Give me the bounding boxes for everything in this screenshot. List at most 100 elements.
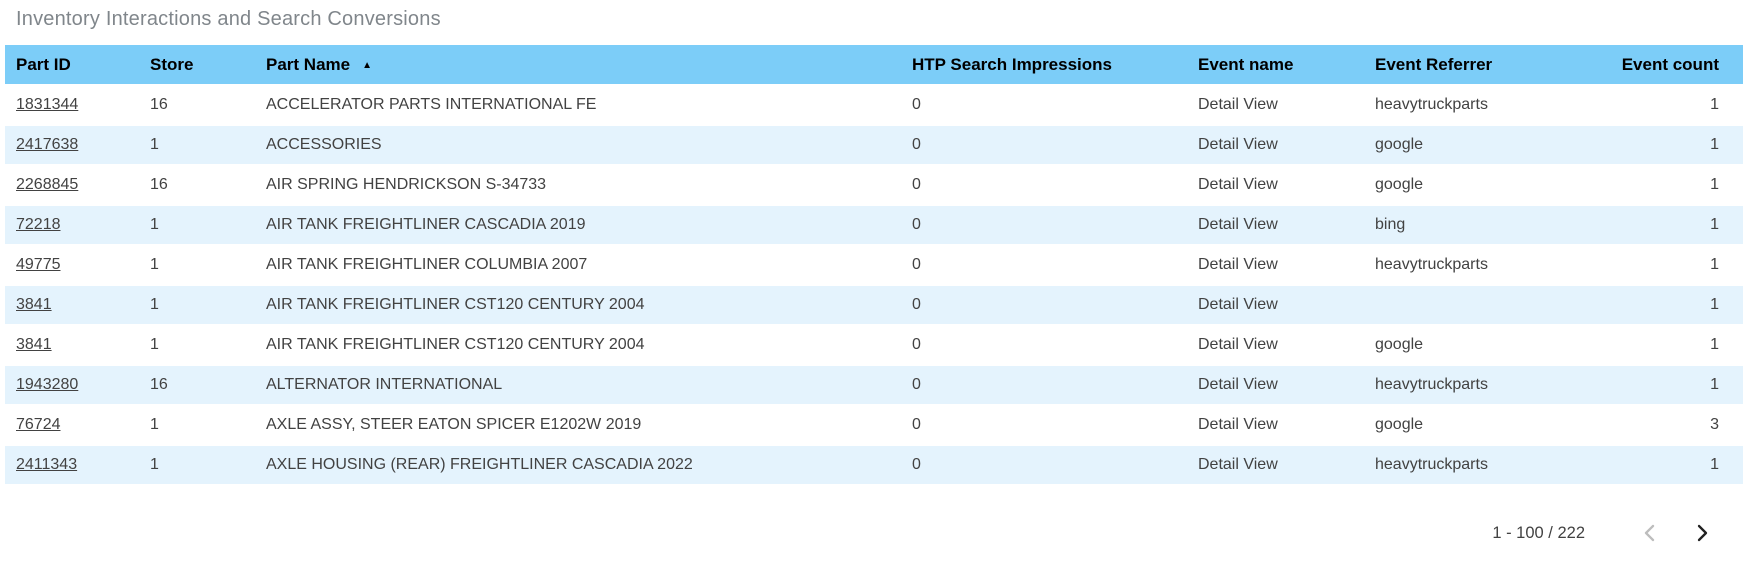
part-id-cell: 3841 xyxy=(5,285,150,326)
column-header-htp-search-impressions[interactable]: HTP Search Impressions xyxy=(912,45,1198,86)
column-header-store[interactable]: Store xyxy=(150,45,266,86)
event-count-cell: 1 xyxy=(1560,205,1743,246)
event-name-cell: Detail View xyxy=(1198,445,1375,486)
part-id-link[interactable]: 2417638 xyxy=(16,136,79,153)
store-cell: 1 xyxy=(150,405,266,446)
event-count-cell: 1 xyxy=(1560,445,1743,486)
part-name-cell: ACCELERATOR PARTS INTERNATIONAL FE xyxy=(266,85,912,126)
part-id-link[interactable]: 2411343 xyxy=(16,456,78,473)
event-count-cell: 1 xyxy=(1560,245,1743,286)
event-name-cell: Detail View xyxy=(1198,405,1375,446)
column-header-label: Store xyxy=(150,54,194,74)
htp-search-impressions-cell: 0 xyxy=(912,245,1198,286)
event-name-cell: Detail View xyxy=(1198,245,1375,286)
store-cell: 16 xyxy=(150,365,266,406)
event-referrer-cell: google xyxy=(1375,405,1560,446)
event-referrer-cell: heavytruckparts xyxy=(1375,365,1560,406)
column-header-label: HTP Search Impressions xyxy=(912,54,1112,74)
event-referrer-cell: heavytruckparts xyxy=(1375,85,1560,126)
store-cell: 1 xyxy=(150,125,266,166)
table-row: 3841 1 AIR TANK FREIGHTLINER CST120 CENTUR… xyxy=(5,285,1743,326)
htp-search-impressions-cell: 0 xyxy=(912,365,1198,406)
column-header-label: Event Referrer xyxy=(1375,54,1493,74)
part-name-cell: AIR TANK FREIGHTLINER CST120 CENTURY 200… xyxy=(266,325,912,366)
event-name-cell: Detail View xyxy=(1198,285,1375,326)
htp-search-impressions-cell: 0 xyxy=(912,85,1198,126)
event-referrer-cell: heavytruckparts xyxy=(1375,445,1560,486)
table-row: 3841 1 AIR TANK FREIGHTLINER CST120 CENTUR… xyxy=(5,325,1743,366)
store-cell: 16 xyxy=(150,85,266,126)
part-name-cell: AXLE ASSY, STEER EATON SPICER E1202W 201… xyxy=(266,405,912,446)
table-row: 49775 1 AIR TANK FREIGHTLINER COLUMBIA 200… xyxy=(5,245,1743,286)
event-referrer-cell: heavytruckparts xyxy=(1375,245,1560,286)
part-id-link[interactable]: 3841 xyxy=(16,336,52,353)
table-row: 2411343 1 AXLE HOUSING (REAR) FREIGHTLINER… xyxy=(5,445,1743,486)
part-id-link[interactable]: 2268845 xyxy=(16,176,79,193)
column-header-event-count[interactable]: Event count xyxy=(1560,45,1743,86)
table-header: Part ID Store Part Name ▲ HTP Search Impr… xyxy=(5,45,1743,86)
column-header-label: Event count xyxy=(1621,54,1719,74)
part-id-cell: 1831344 xyxy=(5,85,150,126)
event-name-cell: Detail View xyxy=(1198,365,1375,406)
column-header-event-name[interactable]: Event name xyxy=(1198,45,1375,86)
column-header-part-id[interactable]: Part ID xyxy=(5,45,150,86)
part-id-link[interactable]: 49775 xyxy=(16,256,61,273)
table-row: 1943280 16 ALTERNATOR INTERNATIONAL 0 Detail… xyxy=(5,365,1743,406)
table-row: 76724 1 AXLE ASSY, STEER EATON SPICER E120… xyxy=(5,405,1743,446)
table-row: 2417638 1 ACCESSORIES 0 Detail View google 1 xyxy=(5,125,1743,166)
table-row: 72218 1 AIR TANK FREIGHTLINER CASCADIA 201… xyxy=(5,205,1743,246)
event-referrer-cell: google xyxy=(1375,125,1560,166)
pagination: 1 - 100 / 222 xyxy=(1492,512,1715,554)
htp-search-impressions-cell: 0 xyxy=(912,205,1198,246)
column-header-label: Event name xyxy=(1198,54,1294,74)
column-header-label: Part ID xyxy=(16,54,71,74)
part-name-cell: AIR TANK FREIGHTLINER CST120 CENTURY 200… xyxy=(266,285,912,326)
previous-page-button[interactable] xyxy=(1637,520,1663,546)
store-cell: 1 xyxy=(150,285,266,326)
chevron-right-icon xyxy=(1697,524,1708,542)
event-referrer-cell xyxy=(1375,285,1560,326)
store-cell: 1 xyxy=(150,245,266,286)
store-cell: 1 xyxy=(150,325,266,366)
htp-search-impressions-cell: 0 xyxy=(912,125,1198,166)
part-id-cell: 49775 xyxy=(5,245,150,286)
part-id-cell: 72218 xyxy=(5,205,150,246)
event-referrer-cell: google xyxy=(1375,325,1560,366)
table-row: 2268845 16 AIR SPRING HENDRICKSON S-34733 0… xyxy=(5,165,1743,206)
event-name-cell: Detail View xyxy=(1198,325,1375,366)
part-id-link[interactable]: 76724 xyxy=(16,416,61,433)
part-name-cell: AXLE HOUSING (REAR) FREIGHTLINER CASCADI… xyxy=(266,445,912,486)
htp-search-impressions-cell: 0 xyxy=(912,405,1198,446)
part-id-link[interactable]: 3841 xyxy=(16,296,52,313)
event-name-cell: Detail View xyxy=(1198,85,1375,126)
inventory-table: Part ID Store Part Name ▲ HTP Search Impr… xyxy=(5,45,1743,486)
event-name-cell: Detail View xyxy=(1198,165,1375,206)
page-title: Inventory Interactions and Search Conver… xyxy=(16,8,441,30)
htp-search-impressions-cell: 0 xyxy=(912,445,1198,486)
store-cell: 1 xyxy=(150,205,266,246)
chevron-left-icon xyxy=(1644,524,1655,542)
event-name-cell: Detail View xyxy=(1198,125,1375,166)
part-name-cell: AIR TANK FREIGHTLINER CASCADIA 2019 xyxy=(266,205,912,246)
next-page-button[interactable] xyxy=(1689,520,1715,546)
event-count-cell: 1 xyxy=(1560,325,1743,366)
part-id-link[interactable]: 72218 xyxy=(16,216,61,233)
part-id-cell: 2417638 xyxy=(5,125,150,166)
part-id-link[interactable]: 1943280 xyxy=(16,376,79,393)
part-id-link[interactable]: 1831344 xyxy=(16,96,79,113)
store-cell: 16 xyxy=(150,165,266,206)
event-name-cell: Detail View xyxy=(1198,205,1375,246)
column-header-label: Part Name xyxy=(266,54,351,74)
column-header-event-referrer[interactable]: Event Referrer xyxy=(1375,45,1560,86)
event-referrer-cell: google xyxy=(1375,165,1560,206)
event-count-cell: 1 xyxy=(1560,165,1743,206)
event-count-cell: 1 xyxy=(1560,365,1743,406)
event-count-cell: 1 xyxy=(1560,125,1743,166)
pagination-range-label: 1 - 100 / 222 xyxy=(1492,523,1585,542)
part-name-cell: ALTERNATOR INTERNATIONAL xyxy=(266,365,912,406)
column-header-part-name[interactable]: Part Name ▲ xyxy=(266,45,912,86)
event-referrer-cell: bing xyxy=(1375,205,1560,246)
event-count-cell: 3 xyxy=(1560,405,1743,446)
event-count-cell: 1 xyxy=(1560,85,1743,126)
part-name-cell: ACCESSORIES xyxy=(266,125,912,166)
